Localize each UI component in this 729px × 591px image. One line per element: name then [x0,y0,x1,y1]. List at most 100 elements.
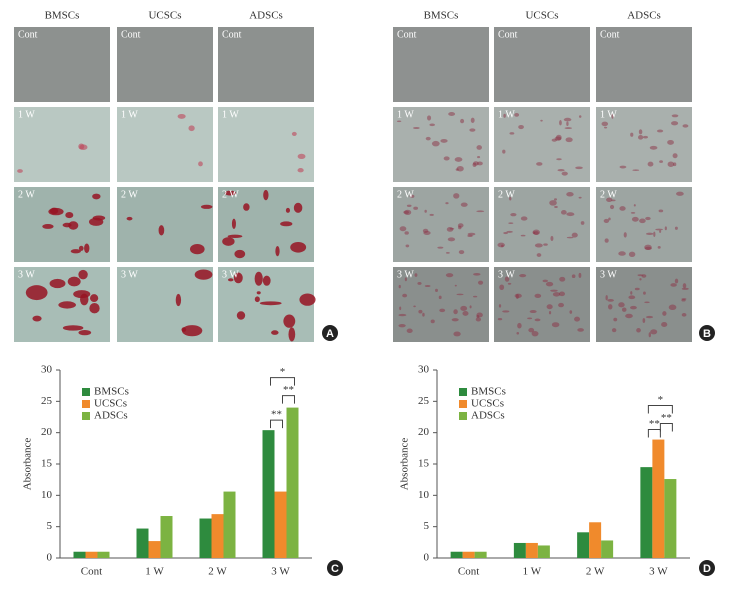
stain [682,283,687,289]
stain [449,227,455,230]
stain [430,319,435,324]
stain [404,277,407,282]
stain [557,169,565,172]
bar [211,514,224,558]
stain [445,252,450,254]
panel-letter-badge [699,560,715,576]
stain [580,221,585,225]
panel-letter: C [331,563,339,575]
stain [499,284,505,291]
stain [467,232,476,236]
stain [448,112,456,116]
stain [671,114,679,118]
stain [659,230,662,233]
cell-label: Cont [222,29,242,40]
x-tick-label: Cont [458,566,479,578]
stain [618,251,626,256]
stain [477,156,481,159]
stain [453,193,460,199]
stain [78,329,92,336]
stain [417,281,422,285]
cell-label: 1 W [222,109,239,120]
stain [619,206,626,211]
bar [199,518,212,558]
stain [89,302,100,314]
stain [454,157,463,162]
stain [560,210,567,215]
stain [671,121,679,126]
cell-label: 3 W [18,269,35,280]
legend-swatch [459,400,467,408]
y-tick-label: 25 [418,395,430,407]
bar [73,551,86,558]
y-tick-label: 30 [41,364,53,376]
y-tick-label: 15 [41,458,53,470]
y-tick-label: 10 [41,489,53,501]
stain [399,226,407,232]
stain [519,273,527,278]
stain [437,246,444,249]
cell-label: 2 W [600,189,617,200]
stain [406,204,412,207]
significance-label: ** [661,412,672,424]
stain [472,162,477,167]
stain [636,328,641,333]
stain [534,293,542,298]
stain [604,238,609,243]
bar [85,551,98,558]
stain [682,124,689,128]
stain [645,216,651,221]
stain [681,287,689,290]
stain [396,120,402,123]
bar [589,522,602,558]
stain [540,119,543,122]
stain [32,315,42,322]
stain [291,131,297,137]
stain [577,328,584,332]
column-header: BMSCs [45,10,80,22]
stain [460,118,465,124]
stain [642,318,646,323]
stain [283,314,296,328]
stain [299,293,316,306]
stain [477,280,484,285]
bar [262,430,275,558]
stain [256,291,261,295]
stain [507,282,512,285]
stain [200,204,213,209]
stain [531,330,539,337]
stain [625,313,633,319]
stain [542,279,549,283]
stain [608,217,611,221]
stain [676,191,684,196]
stain [504,276,510,282]
legend-label: BMSCs [471,386,506,398]
stain [181,325,203,337]
cell-label: Cont [397,29,417,40]
stain [271,330,279,335]
stain [601,121,609,127]
stain [498,304,502,308]
micrograph [14,27,110,102]
significance-label: ** [271,409,282,421]
stain [403,210,409,214]
stain [473,295,478,298]
stain [73,290,91,299]
stain [514,293,522,299]
cell-label: 3 W [397,269,414,280]
stain [555,134,562,141]
stain [639,278,642,281]
micrograph [218,27,314,102]
stain [613,317,618,322]
significance-label: ** [283,384,294,396]
stain [236,311,246,320]
stain [672,153,678,159]
legend-label: ADSCs [471,410,505,422]
cell-label: Cont [121,29,141,40]
legend-swatch [82,412,90,420]
stain [42,224,54,229]
stain [559,120,562,126]
micrograph [393,187,489,262]
bar [136,528,149,558]
stain [550,289,558,292]
